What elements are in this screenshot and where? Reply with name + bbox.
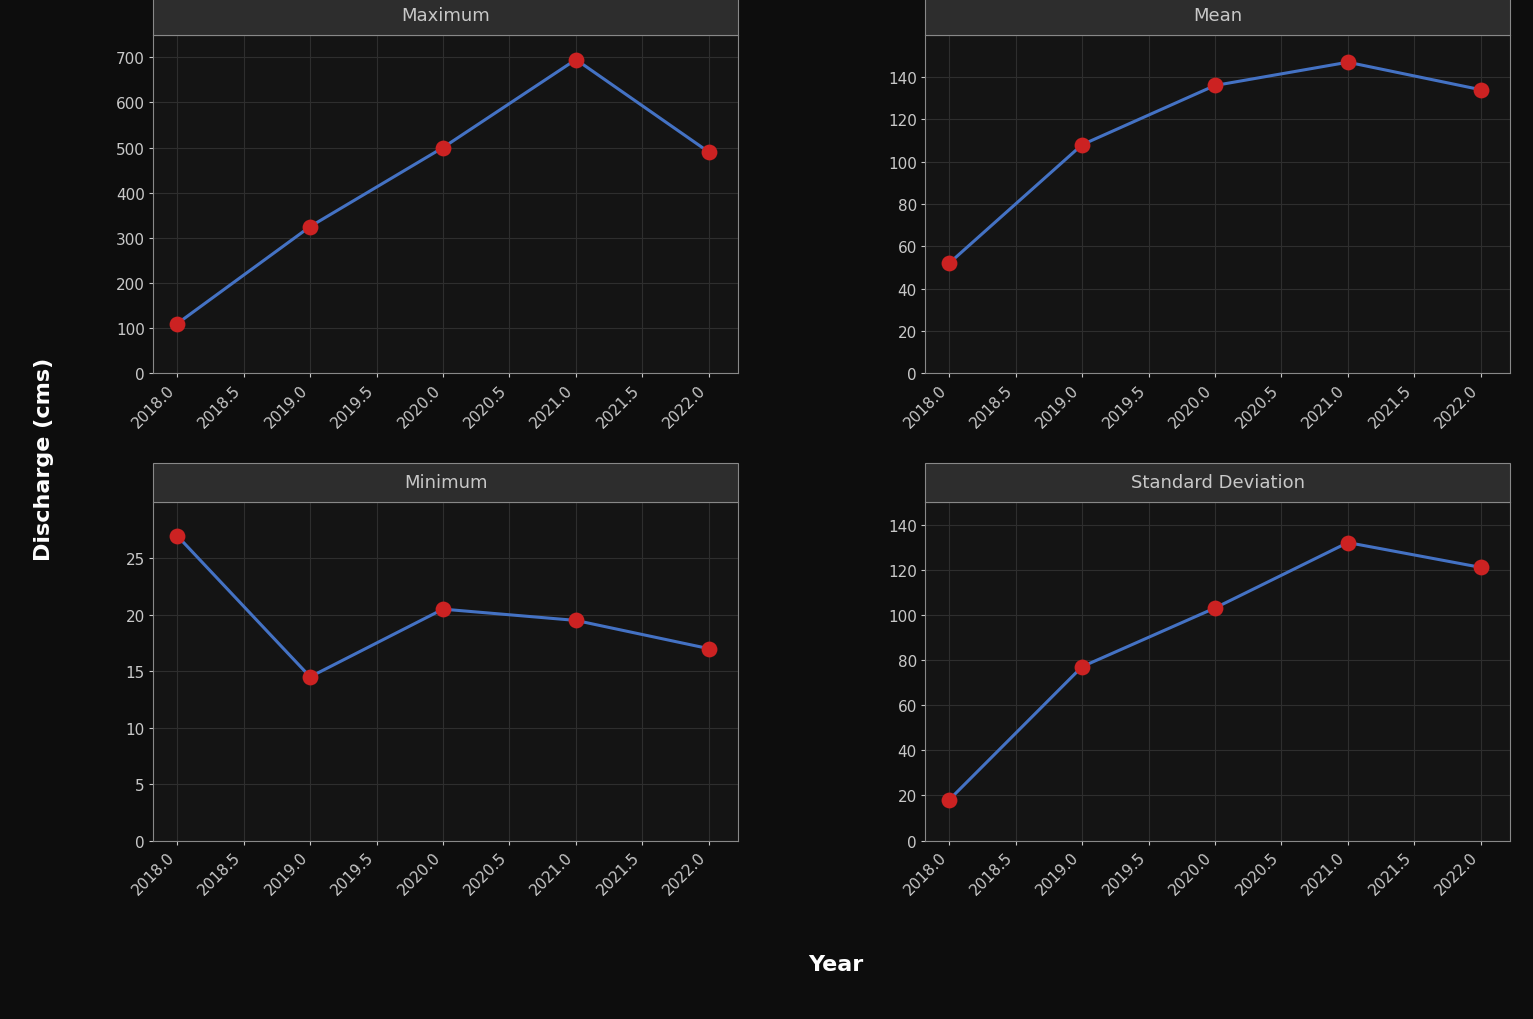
- Point: [937, 256, 961, 272]
- Point: [564, 612, 589, 629]
- Point: [297, 219, 322, 235]
- FancyBboxPatch shape: [153, 0, 737, 36]
- Point: [696, 641, 721, 657]
- Point: [696, 145, 721, 161]
- Point: [297, 669, 322, 686]
- FancyBboxPatch shape: [926, 0, 1510, 36]
- Point: [1335, 535, 1360, 551]
- Text: Mean: Mean: [1193, 7, 1242, 25]
- Text: Year: Year: [808, 954, 863, 974]
- FancyBboxPatch shape: [153, 464, 737, 502]
- Point: [1203, 600, 1228, 616]
- Point: [1469, 559, 1493, 576]
- Text: Discharge (cms): Discharge (cms): [34, 357, 54, 560]
- Point: [564, 52, 589, 68]
- Point: [431, 601, 455, 618]
- Point: [937, 792, 961, 808]
- Text: Minimum: Minimum: [403, 474, 487, 492]
- FancyBboxPatch shape: [926, 464, 1510, 502]
- Point: [1469, 83, 1493, 99]
- Point: [166, 316, 190, 332]
- Point: [1335, 55, 1360, 71]
- Text: Maximum: Maximum: [402, 7, 491, 25]
- Point: [1203, 78, 1228, 95]
- Point: [1070, 659, 1095, 676]
- Point: [1070, 138, 1095, 154]
- Text: Standard Deviation: Standard Deviation: [1131, 474, 1305, 492]
- Point: [166, 528, 190, 544]
- Point: [431, 141, 455, 157]
